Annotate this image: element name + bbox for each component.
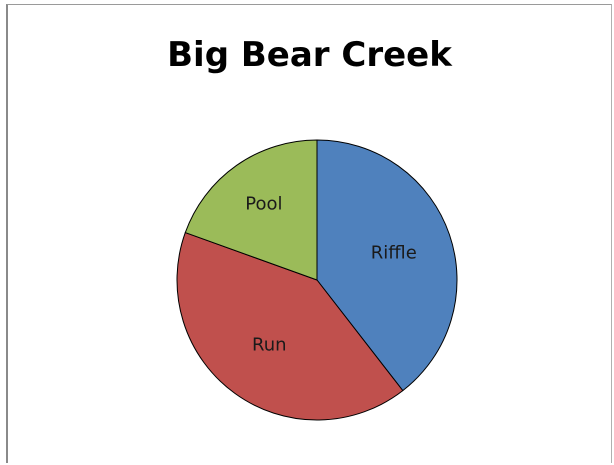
pie-label-riffle: Riffle [371, 243, 417, 264]
pie-slice-riffle [316, 139, 458, 392]
pie-slice-labels: Riffle Run Pool [245, 193, 417, 355]
pie-slice-run [176, 232, 404, 421]
pie-label-run: Run [252, 335, 287, 356]
pie-label-pool: Pool [245, 193, 282, 214]
pie-chart: Riffle Run Pool [176, 139, 458, 421]
pie-slices [176, 139, 458, 421]
chart-title: Big Bear Creek [167, 35, 452, 75]
pie-slice-pool [184, 139, 318, 281]
chart-frame: Big Bear Creek Riffle Run Pool [6, 4, 612, 463]
